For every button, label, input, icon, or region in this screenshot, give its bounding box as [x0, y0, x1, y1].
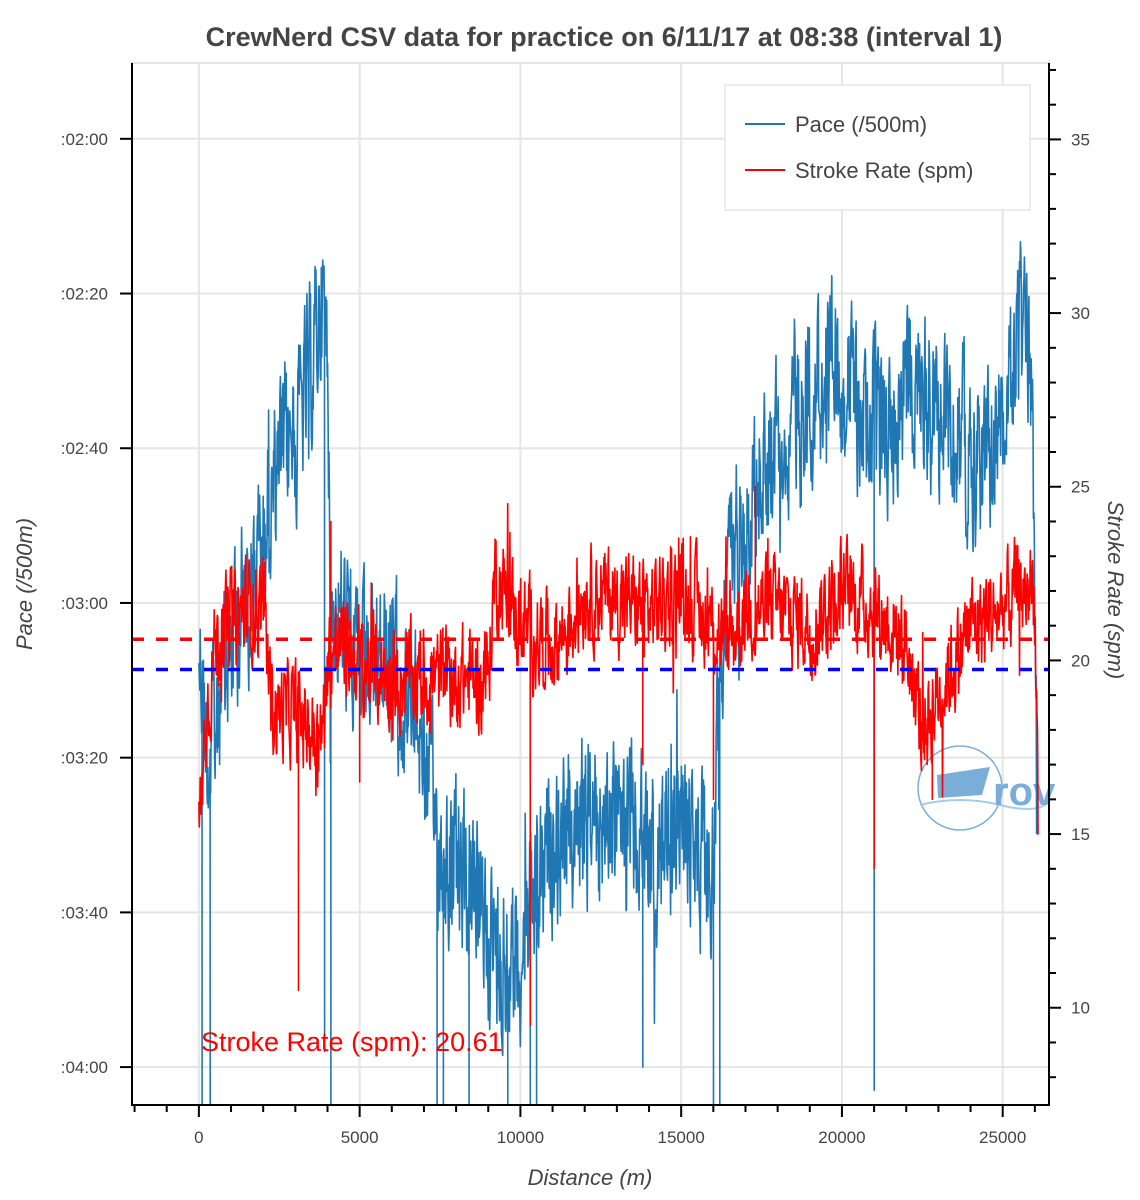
x-tick-label: 0	[194, 1128, 203, 1147]
y-left-tick-label: :02:20	[61, 285, 108, 304]
x-tick-label: 20000	[818, 1128, 865, 1147]
y-left-tick-label: :03:20	[61, 749, 108, 768]
y-left-tick-label: :02:00	[61, 130, 108, 149]
y-left-tick-label: :03:00	[61, 594, 108, 613]
legend-label-pace: Pace (/500m)	[795, 112, 927, 137]
y-left-tick-label: :02:40	[61, 439, 108, 458]
chart-title: CrewNerd CSV data for practice on 6/11/1…	[206, 22, 1003, 52]
watermark-wave-icon	[919, 799, 1051, 810]
watermark-circle-icon	[917, 745, 1003, 831]
y-right-tick-label: 35	[1071, 130, 1090, 149]
x-tick-label: 15000	[658, 1128, 705, 1147]
legend-box	[724, 84, 1031, 211]
x-tick-label: 10000	[497, 1128, 544, 1147]
reference-lines	[132, 637, 1049, 672]
legend-label-stroke-rate: Stroke Rate (spm)	[795, 158, 974, 183]
legend-item-pace[interactable]: Pace (/500m)	[745, 112, 927, 137]
y-right-tick-label: 25	[1071, 478, 1090, 497]
watermark: rov	[917, 745, 1056, 831]
legend: Pace (/500m) Stroke Rate (spm)	[724, 84, 1031, 211]
watermark-boat-icon	[937, 767, 990, 798]
x-tick-label: 5000	[341, 1128, 379, 1147]
legend-item-stroke-rate[interactable]: Stroke Rate (spm)	[745, 158, 974, 183]
y-axis-right-label: Stroke Rate (spm)	[1103, 501, 1128, 680]
axes: 0 5000 10000 15000 20000 25000 :02:00 :02:20 :02…	[61, 63, 1090, 1147]
y-right-tick-label: 30	[1071, 304, 1090, 323]
watermark-text: rov	[993, 770, 1056, 814]
y-left-tick-label: :04:00	[61, 1058, 108, 1077]
y-right-tick-label: 20	[1071, 651, 1090, 670]
y-left-tick-label: :03:40	[61, 903, 108, 922]
y-axis-left-label: Pace (/500m)	[12, 518, 37, 650]
x-axis-label: Distance (m)	[528, 1165, 653, 1190]
y-right-tick-label: 15	[1071, 825, 1090, 844]
x-tick-label: 25000	[979, 1128, 1026, 1147]
pace-series-line	[198, 240, 1039, 1106]
stroke-rate-mean-annotation: Stroke Rate (spm): 20.61	[201, 1027, 503, 1057]
y-right-tick-label: 10	[1071, 999, 1090, 1018]
